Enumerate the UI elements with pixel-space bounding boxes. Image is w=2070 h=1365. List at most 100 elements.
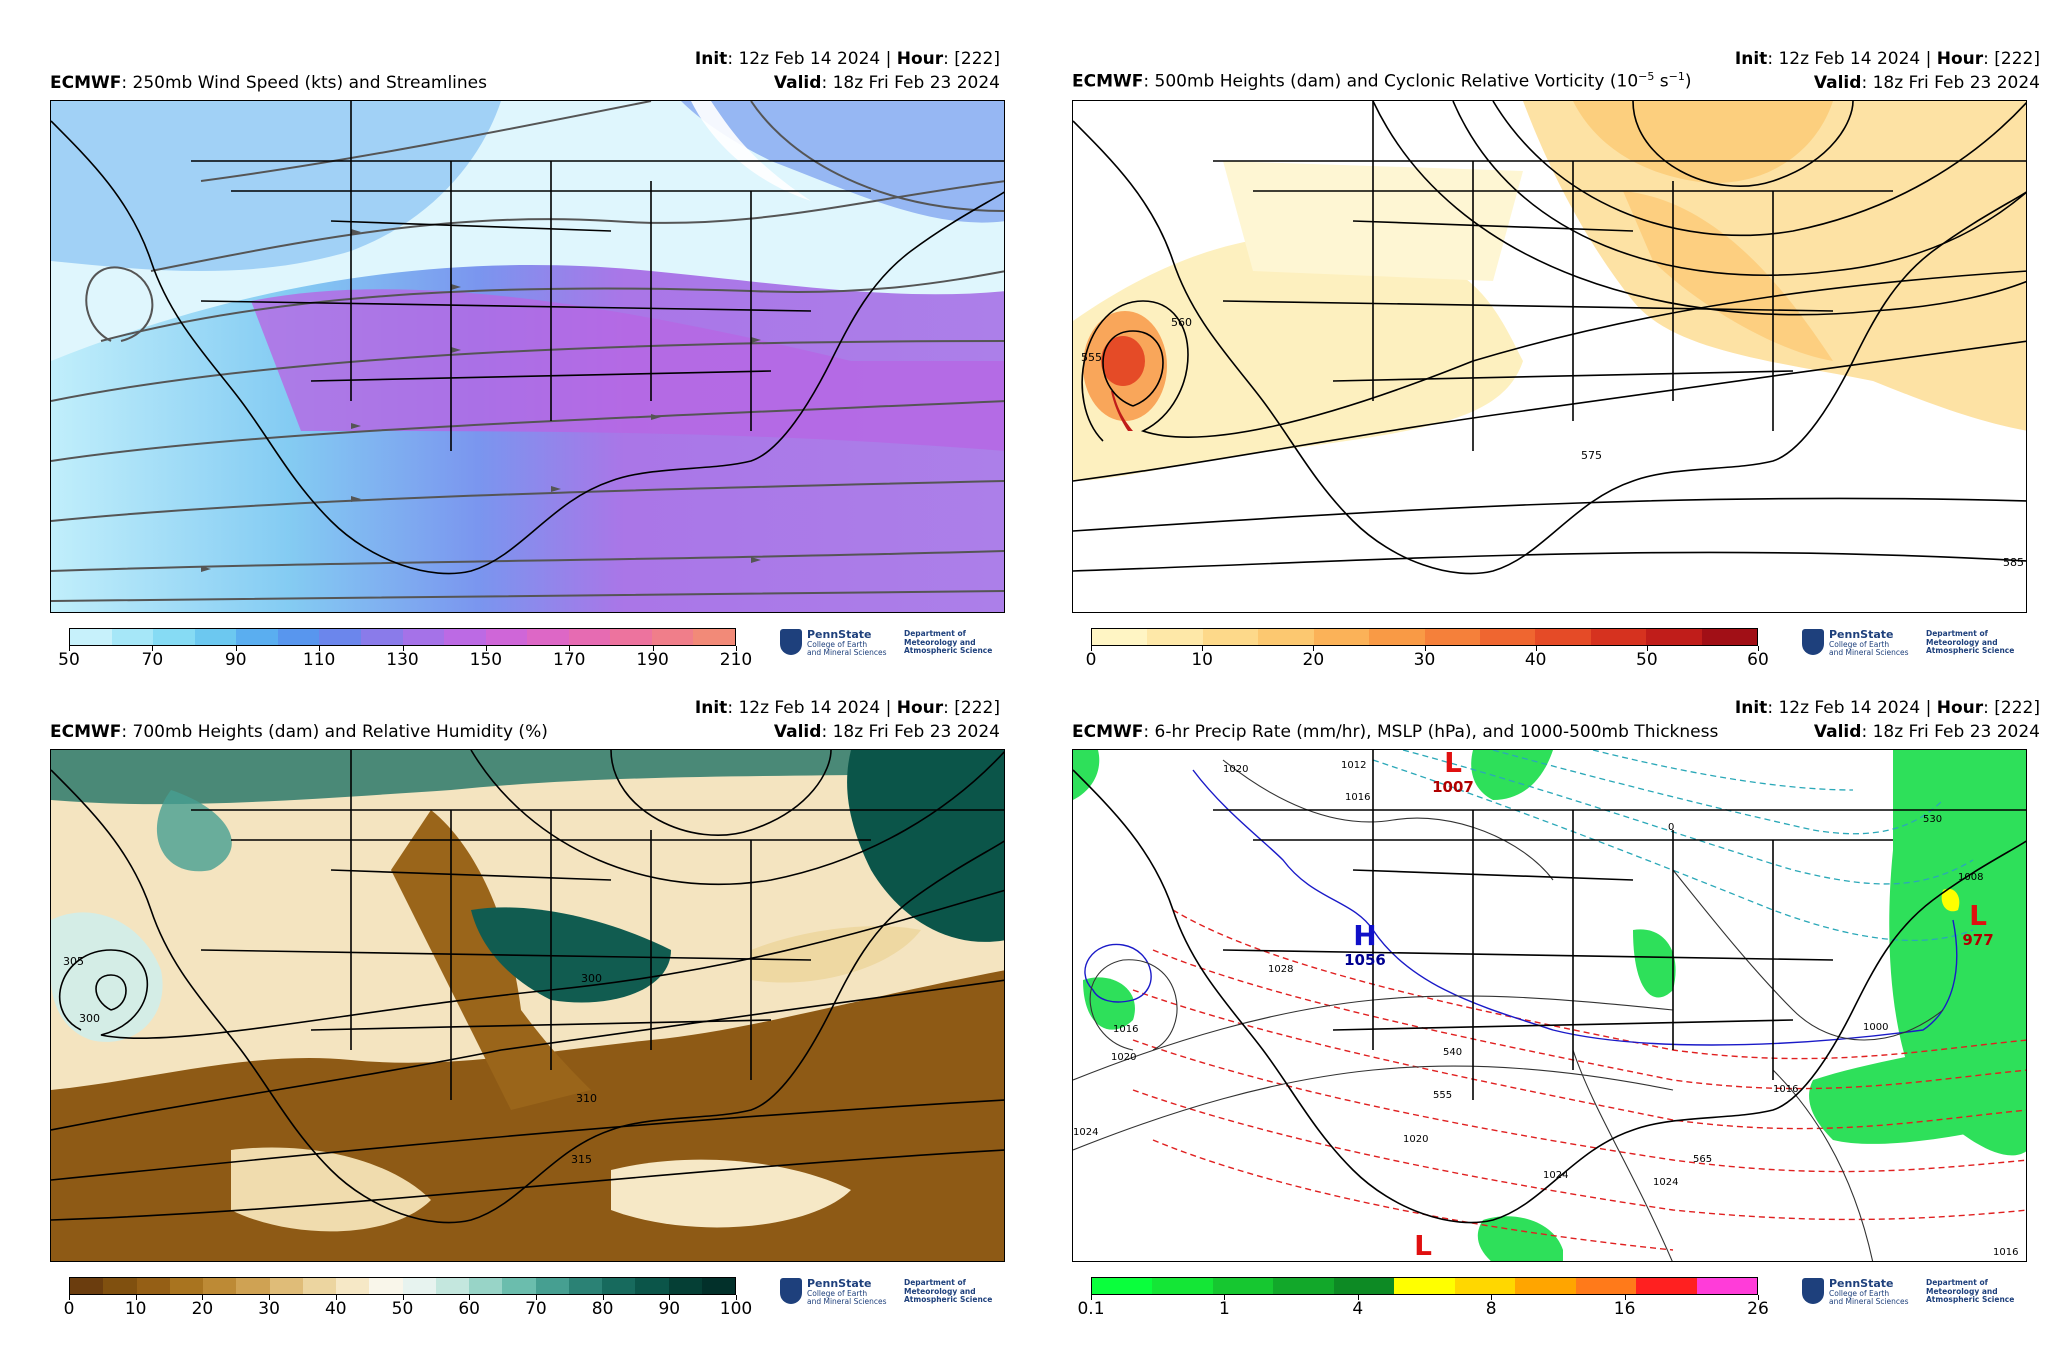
colorbar-tick-mark <box>152 646 154 651</box>
colorbar-swatch <box>1454 1278 1516 1294</box>
colorbar-ticks: 0 10 20 30 40 50 60 70 80 90 100 <box>64 1295 752 1321</box>
colorbar-swatch <box>1535 629 1591 645</box>
colorbar-swatch <box>527 629 569 645</box>
colorbar-swatch <box>269 1278 303 1294</box>
contour-label: 1024 <box>1543 1170 1568 1181</box>
colorbar-tick-mark <box>69 646 70 651</box>
valid-line: Valid: 18z Fri Feb 23 2024 <box>773 722 1000 742</box>
contour-label: 1024 <box>1073 1127 1098 1138</box>
colorbar-swatch <box>1212 1278 1274 1294</box>
contour-label: 1016 <box>1993 1247 2018 1258</box>
contour-label: 565 <box>1693 1154 1712 1165</box>
pennstate-logo: PennState College of Earth and Mineral Sc… <box>780 627 1010 663</box>
colorbar-ticks: 0.1 1 4 8 16 26 <box>1077 1295 1769 1321</box>
colorbar-swatch <box>485 629 528 645</box>
colorbar-swatch <box>1092 629 1148 645</box>
pressure-center-value: 977 <box>1962 931 1993 949</box>
colorbar-swatch <box>1701 629 1758 645</box>
colorbar-tick-label: 4 <box>1352 1299 1364 1319</box>
panel-700mb-rh: Init: 12z Feb 14 2024 | Hour: [222] ECMW… <box>0 649 1005 1319</box>
init-line: Init: 12z Feb 14 2024 | Hour: [222] <box>694 49 1000 69</box>
colorbar-tick-mark <box>269 1295 271 1300</box>
colorbar-tick-label: 20 <box>1302 650 1325 670</box>
colorbar-tick-label: 0 <box>1085 650 1097 670</box>
colorbar-tick-mark <box>485 646 487 651</box>
colorbar-swatch <box>277 629 320 645</box>
contour-label: 315 <box>571 1153 592 1166</box>
colorbar-tick-mark <box>202 1295 204 1300</box>
map-700mb-rh: 305 300 300 310 315 <box>50 749 1005 1262</box>
colorbar-tick-label: 26 <box>1747 1299 1769 1319</box>
colorbar-tick-mark <box>235 646 237 651</box>
colorbar-tick-label: 16 <box>1613 1299 1636 1319</box>
pennstate-logo: PennState College of Earth and Mineral Sc… <box>1802 627 2032 663</box>
colorbar-swatch <box>635 1278 669 1294</box>
colorbar-tick-mark <box>736 646 737 651</box>
contour-label: 575 <box>1581 449 1602 462</box>
colorbar-tick-label: 50 <box>58 650 80 670</box>
colorbar-tick-label: 50 <box>391 1299 414 1319</box>
colorbar-tick-label: 60 <box>1747 650 1769 670</box>
colorbar-tick-label: 0.1 <box>1077 1299 1105 1319</box>
colorbar-tick-label: 40 <box>324 1299 347 1319</box>
colorbar-tick-mark <box>1535 646 1537 651</box>
colorbar-swatch <box>70 1278 104 1294</box>
map-250mb-wind <box>50 100 1005 613</box>
colorbar-swatch <box>1646 629 1702 645</box>
colorbar-tick-label: 30 <box>1413 650 1436 670</box>
colorbar-tick-label: 10 <box>124 1299 147 1319</box>
panel-title: ECMWF: 700mb Heights (dam) and Relative … <box>50 722 548 742</box>
colorbar-swatch <box>236 1278 270 1294</box>
colorbar-swatch <box>1696 1278 1757 1294</box>
init-line: Init: 12z Feb 14 2024 | Hour: [222] <box>694 698 1000 718</box>
pressure-center-letter: L <box>1969 899 1987 932</box>
contour-label: 1016 <box>1113 1024 1138 1035</box>
colorbar-swatch <box>568 629 611 645</box>
valid-line: Valid: 18z Fri Feb 23 2024 <box>1813 73 2040 93</box>
colorbar-swatch <box>668 1278 702 1294</box>
map-500mb-vorticity: 555 560 575 585 <box>1072 100 2027 613</box>
colorbar-tick-mark <box>1091 646 1092 651</box>
colorbar-swatch <box>402 629 445 645</box>
colorbar-swatch <box>103 1278 137 1294</box>
shield-icon <box>1802 1278 1824 1304</box>
pressure-center-letter: H <box>1353 919 1376 952</box>
colorbar-tick-mark <box>1313 646 1315 651</box>
colorbar-swatch <box>111 629 154 645</box>
colorbar-swatch <box>701 1278 735 1294</box>
panel-500mb-vorticity: Init: 12z Feb 14 2024 | Hour: [222] ECMW… <box>1022 0 2040 670</box>
colorbar-tick-label: 90 <box>658 1299 681 1319</box>
init-line: Init: 12z Feb 14 2024 | Hour: [222] <box>1734 49 2040 69</box>
colorbar-tick-mark <box>402 646 404 651</box>
pressure-center-letter: L <box>1444 750 1462 779</box>
colorbar-tick-label: 0 <box>63 1299 75 1319</box>
contour-label: 300 <box>79 1012 100 1025</box>
contour-label: 1012 <box>1341 760 1366 771</box>
colorbar <box>69 1277 736 1295</box>
contour-label: 555 <box>1433 1090 1452 1101</box>
colorbar-swatch <box>1369 629 1425 645</box>
colorbar-swatch <box>70 629 112 645</box>
colorbar-tick-label: 80 <box>591 1299 614 1319</box>
colorbar-swatch <box>651 629 694 645</box>
colorbar-tick-mark <box>1758 1295 1759 1300</box>
contour-label: 560 <box>1171 316 1192 329</box>
colorbar <box>1091 1277 1758 1295</box>
colorbar-swatch <box>203 1278 237 1294</box>
colorbar-tick-mark <box>1202 646 1204 651</box>
colorbar-tick-mark <box>569 646 571 651</box>
colorbar-tick-mark <box>602 1295 604 1300</box>
map-precip-mslp: 1020 1012 1016 1020 1024 1028 1016 1020 … <box>1072 749 2027 1262</box>
contour-label: 1020 <box>1223 764 1248 775</box>
shield-icon <box>780 629 802 655</box>
contour-label: 540 <box>1443 1047 1462 1058</box>
colorbar-swatch <box>535 1278 569 1294</box>
colorbar-swatch <box>319 629 361 645</box>
panel-250mb-wind: Init: 12z Feb 14 2024 | Hour: [222] ECMW… <box>0 0 1005 670</box>
colorbar-swatch <box>336 1278 370 1294</box>
colorbar-swatch <box>502 1278 536 1294</box>
colorbar-swatch <box>369 1278 403 1294</box>
colorbar-tick-mark <box>1646 646 1648 651</box>
colorbar-swatch <box>1313 629 1370 645</box>
panel-title: ECMWF: 6-hr Precip Rate (mm/hr), MSLP (h… <box>1072 722 1719 742</box>
